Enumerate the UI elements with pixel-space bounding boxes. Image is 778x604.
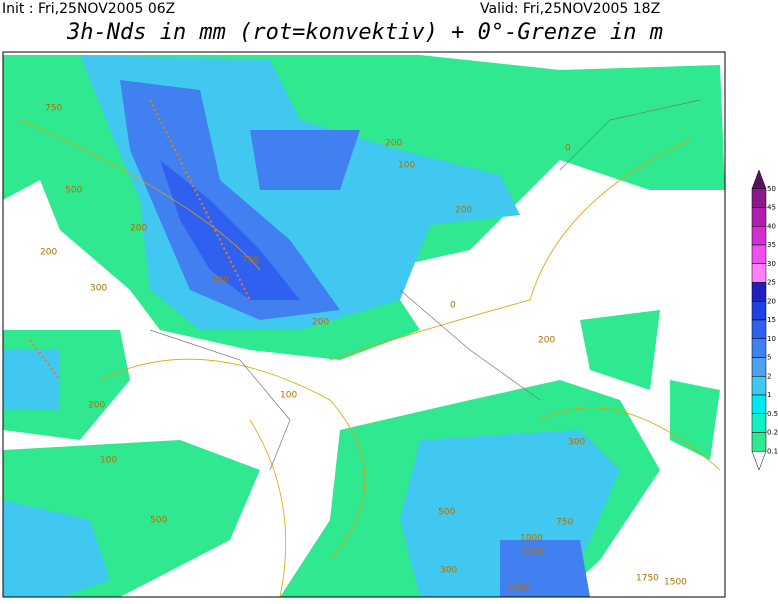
contour-label: 200	[538, 336, 555, 346]
contour-label: 750	[45, 104, 62, 114]
colorbar-swatch	[751, 432, 767, 452]
colorbar-swatch	[751, 376, 767, 396]
contour-label: 500	[438, 508, 455, 518]
init-time: Init : Fri,25NOV2005 06Z	[2, 1, 175, 17]
precip-area	[3, 500, 110, 597]
colorbar-swatch	[751, 319, 767, 339]
precip-area	[160, 160, 300, 300]
colorbar-label: 0.1	[767, 447, 778, 455]
precip-area	[580, 130, 720, 460]
map-frame	[2, 51, 726, 598]
border-line	[149, 99, 701, 471]
colorbar-label: 25	[767, 279, 776, 287]
colorbar-label: 0.5	[767, 410, 778, 418]
contour-label: 200	[455, 206, 472, 216]
colorbar-label: 5	[767, 354, 771, 362]
contour-label: 200	[88, 401, 105, 411]
colorbar-swatch	[751, 263, 767, 283]
contour-label: 1250	[522, 548, 545, 558]
colorbar-label: 15	[767, 316, 776, 324]
colorbar-swatch	[751, 226, 767, 246]
precip-area	[120, 80, 340, 320]
precip-area	[250, 130, 360, 190]
colorbar: 50 45 40 35 30 25 20 15 10 5 2 1 0.5 0.2 0.1	[751, 169, 778, 471]
contour-label: 750	[556, 518, 573, 528]
contour-label: 500	[150, 516, 167, 526]
contour-label: 200	[130, 224, 147, 234]
colorbar-swatch	[751, 338, 767, 358]
contour-label: 200	[385, 139, 402, 149]
contour-label: 300	[440, 566, 457, 576]
colorbar-label: 20	[767, 297, 776, 305]
colorbar-label: 35	[767, 241, 776, 249]
colorbar-swatch	[751, 207, 767, 227]
colorbar-swatch	[751, 282, 767, 302]
convective-line	[29, 99, 251, 381]
contour-label: 1500	[508, 584, 531, 594]
precip-area	[3, 350, 60, 410]
precip-area	[500, 540, 590, 597]
contour-label: 100	[100, 456, 117, 466]
colorbar-label: 30	[767, 260, 776, 268]
colorbar-label: 0.2	[767, 429, 778, 437]
colorbar-cap	[751, 451, 767, 471]
colorbar-label: 50	[767, 185, 776, 193]
contour-label: 0	[450, 301, 456, 311]
colorbar-swatch	[751, 394, 767, 414]
contour-label: 500	[65, 186, 82, 196]
contour-label: 300	[90, 284, 107, 294]
colorbar-swatch	[751, 357, 767, 377]
contour-label: 0	[565, 144, 571, 154]
contour-label: 1500	[664, 578, 687, 588]
map: 750 500 200 300 200 100 200 200 750 500 …	[2, 51, 726, 598]
contour-line	[19, 119, 721, 598]
contour-label: 750	[242, 256, 259, 266]
colorbar-label: 2	[767, 372, 771, 380]
colorbar-swatch	[751, 188, 767, 208]
colorbar-swatch	[751, 244, 767, 264]
contour-label: 500	[212, 276, 229, 286]
colorbar-swatch	[751, 413, 767, 433]
contour-label: 200	[312, 318, 329, 328]
contour-labels: 750 500 200 300 200 100 200 200 750 500 …	[40, 104, 687, 594]
contour-label: 100	[280, 391, 297, 401]
contour-label: 200	[40, 248, 57, 258]
contour-label: 1750	[636, 574, 659, 584]
colorbar-label: 45	[767, 204, 776, 212]
contour-label: 100	[398, 161, 415, 171]
contour-label: 1000	[520, 534, 543, 544]
colorbar-cap	[751, 169, 767, 189]
valid-time: Valid: Fri,25NOV2005 18Z	[480, 1, 660, 17]
colorbar-swatch	[751, 301, 767, 321]
colorbar-label: 40	[767, 222, 776, 230]
contour-label: 300	[568, 438, 585, 448]
map-title: 3h-Nds in mm (rot=konvektiv) + 0°-Grenze…	[66, 20, 663, 45]
colorbar-label: 10	[767, 335, 776, 343]
colorbar-label: 1	[767, 391, 771, 399]
